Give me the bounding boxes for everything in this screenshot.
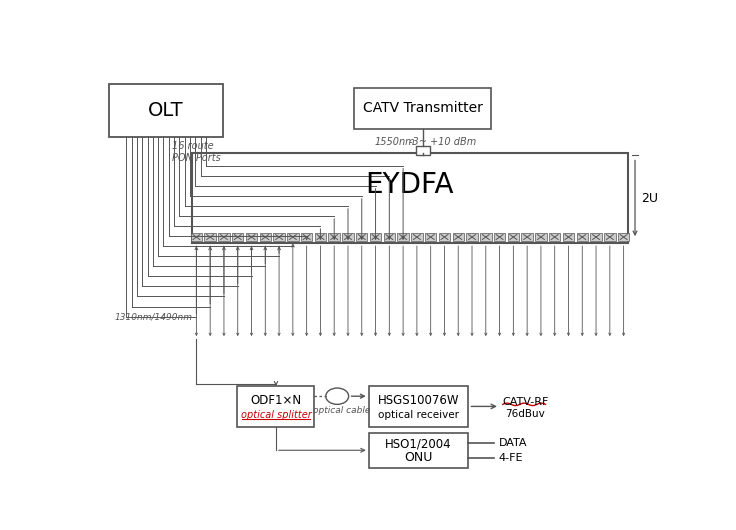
Bar bbox=[604, 233, 615, 241]
Text: optical splitter: optical splitter bbox=[241, 410, 311, 420]
Text: 4-FE: 4-FE bbox=[499, 453, 523, 463]
Bar bbox=[494, 233, 506, 241]
Bar bbox=[192, 153, 628, 243]
Text: DATA: DATA bbox=[499, 438, 527, 448]
Text: HSGS10076W: HSGS10076W bbox=[378, 394, 459, 407]
Bar bbox=[369, 433, 468, 467]
Text: HSO1/2004: HSO1/2004 bbox=[385, 438, 452, 450]
Bar bbox=[315, 233, 326, 241]
Bar bbox=[328, 233, 340, 241]
Bar bbox=[301, 233, 312, 241]
Text: optical receiver: optical receiver bbox=[378, 410, 459, 420]
Bar bbox=[411, 233, 422, 241]
Bar bbox=[109, 84, 223, 137]
Text: ODF1×N: ODF1×N bbox=[250, 394, 302, 407]
Text: 1310nm/1490nm: 1310nm/1490nm bbox=[115, 313, 193, 322]
Text: 1550nm: 1550nm bbox=[375, 137, 415, 147]
Bar bbox=[369, 386, 468, 427]
Text: 2U: 2U bbox=[641, 192, 658, 205]
Bar bbox=[191, 233, 202, 241]
Text: EYDFA: EYDFA bbox=[366, 171, 454, 199]
Bar bbox=[287, 233, 299, 241]
Bar bbox=[549, 233, 560, 241]
Bar bbox=[273, 233, 285, 241]
Text: -3~ +10 dBm: -3~ +10 dBm bbox=[408, 137, 475, 147]
Bar bbox=[246, 233, 257, 241]
Bar bbox=[383, 233, 395, 241]
Bar bbox=[238, 386, 314, 427]
Bar bbox=[260, 233, 271, 241]
Bar bbox=[467, 233, 478, 241]
Text: CATV-RF: CATV-RF bbox=[503, 396, 549, 407]
Bar bbox=[618, 233, 629, 241]
Bar bbox=[369, 233, 381, 241]
Bar bbox=[416, 146, 430, 155]
Text: OLT: OLT bbox=[149, 101, 184, 120]
Bar bbox=[590, 233, 602, 241]
Bar bbox=[480, 233, 492, 241]
Text: ONU: ONU bbox=[404, 452, 433, 464]
Bar bbox=[205, 233, 216, 241]
Bar bbox=[397, 233, 408, 241]
Bar bbox=[535, 233, 547, 241]
Bar bbox=[355, 88, 492, 129]
Text: CATV Transmitter: CATV Transmitter bbox=[363, 101, 483, 116]
Bar bbox=[342, 233, 354, 241]
Bar bbox=[563, 233, 574, 241]
Text: 16 route
PON Ports: 16 route PON Ports bbox=[171, 141, 221, 163]
Text: 76dBuv: 76dBuv bbox=[506, 409, 545, 419]
Bar bbox=[232, 233, 244, 241]
Bar bbox=[219, 233, 230, 241]
Bar bbox=[508, 233, 519, 241]
Text: optical cable: optical cable bbox=[313, 407, 370, 416]
Bar bbox=[425, 233, 436, 241]
Bar bbox=[453, 233, 464, 241]
Bar bbox=[356, 233, 367, 241]
Bar bbox=[521, 233, 533, 241]
Bar bbox=[439, 233, 450, 241]
Bar bbox=[576, 233, 588, 241]
